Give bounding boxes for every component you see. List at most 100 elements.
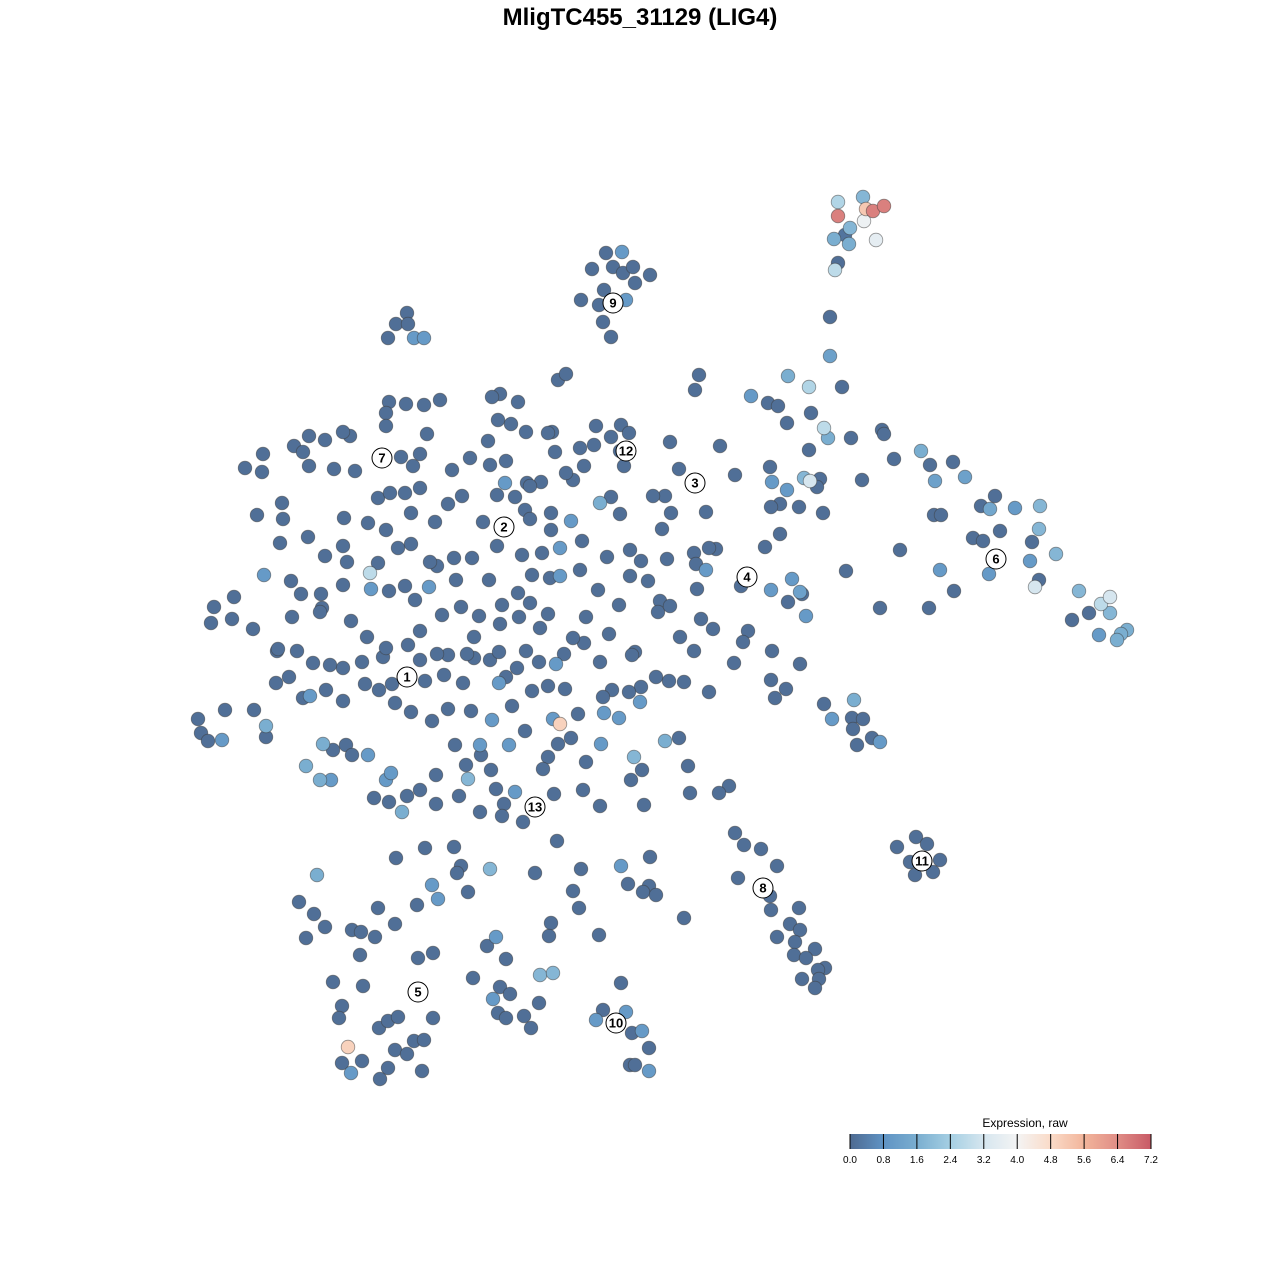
data-point bbox=[509, 660, 525, 676]
data-point bbox=[458, 757, 474, 773]
colorbar-tick-label: 3.2 bbox=[977, 1155, 991, 1166]
data-point bbox=[792, 656, 808, 672]
cluster-label-circle bbox=[407, 981, 429, 1003]
data-point bbox=[736, 837, 752, 853]
data-point bbox=[424, 713, 440, 729]
data-point bbox=[565, 883, 581, 899]
data-point bbox=[412, 446, 428, 462]
data-point bbox=[757, 539, 773, 555]
data-point bbox=[459, 646, 475, 662]
data-point bbox=[424, 877, 440, 893]
data-point bbox=[388, 850, 404, 866]
colorbar-gradient bbox=[850, 1134, 1151, 1149]
data-point bbox=[1048, 546, 1064, 562]
data-point bbox=[331, 1010, 347, 1026]
cluster-label: 9 bbox=[602, 292, 624, 314]
data-point bbox=[305, 655, 321, 671]
data-point bbox=[921, 600, 937, 616]
data-point bbox=[298, 930, 314, 946]
cluster-label-circle bbox=[736, 566, 758, 588]
data-point bbox=[380, 1060, 396, 1076]
data-point bbox=[633, 553, 649, 569]
data-point bbox=[522, 478, 538, 494]
data-point bbox=[876, 198, 892, 214]
cluster-label: 3 bbox=[684, 472, 706, 494]
data-point bbox=[448, 572, 464, 588]
data-point bbox=[334, 1055, 350, 1071]
data-point bbox=[393, 449, 409, 465]
data-point bbox=[1091, 627, 1107, 643]
data-point bbox=[541, 928, 557, 944]
data-point bbox=[552, 716, 568, 732]
data-point bbox=[381, 583, 397, 599]
data-point bbox=[701, 540, 717, 556]
data-point bbox=[1064, 612, 1080, 628]
data-point bbox=[372, 1071, 388, 1087]
data-point bbox=[488, 781, 504, 797]
data-point bbox=[846, 692, 862, 708]
data-point bbox=[784, 571, 800, 587]
points-layer bbox=[190, 189, 1135, 1087]
data-point bbox=[680, 758, 696, 774]
data-point bbox=[682, 785, 698, 801]
data-point bbox=[440, 701, 456, 717]
cluster-label: 11 bbox=[911, 850, 933, 872]
data-point bbox=[300, 529, 316, 545]
data-point bbox=[945, 454, 961, 470]
data-point bbox=[507, 784, 523, 800]
data-point bbox=[987, 488, 1003, 504]
data-point bbox=[497, 475, 513, 491]
data-point bbox=[662, 434, 678, 450]
data-point bbox=[640, 573, 656, 589]
data-point bbox=[336, 510, 352, 526]
data-point bbox=[325, 974, 341, 990]
colorbar-tick-label: 2.4 bbox=[943, 1155, 957, 1166]
cluster-label-circle bbox=[524, 796, 546, 818]
data-point bbox=[794, 971, 810, 987]
data-point bbox=[298, 758, 314, 774]
data-point bbox=[464, 550, 480, 566]
data-point bbox=[301, 428, 317, 444]
data-point bbox=[489, 487, 505, 503]
data-point bbox=[317, 432, 333, 448]
data-point bbox=[622, 542, 638, 558]
data-point bbox=[548, 656, 564, 672]
data-point bbox=[946, 583, 962, 599]
data-point bbox=[494, 597, 510, 613]
data-point bbox=[446, 839, 462, 855]
data-point bbox=[466, 629, 482, 645]
data-point bbox=[770, 398, 786, 414]
data-point bbox=[584, 261, 600, 277]
data-point bbox=[842, 220, 858, 236]
data-point bbox=[843, 430, 859, 446]
data-point bbox=[203, 615, 219, 631]
data-point bbox=[339, 554, 355, 570]
data-point bbox=[388, 316, 404, 332]
data-point bbox=[830, 194, 846, 210]
data-point bbox=[701, 684, 717, 700]
colorbar-tick-label: 4.0 bbox=[1010, 1155, 1024, 1166]
data-point bbox=[654, 521, 670, 537]
data-point bbox=[371, 682, 387, 698]
data-point bbox=[491, 675, 507, 691]
data-point bbox=[827, 262, 843, 278]
data-point bbox=[687, 382, 703, 398]
data-point bbox=[721, 778, 737, 794]
data-point bbox=[676, 674, 692, 690]
data-point bbox=[531, 995, 547, 1011]
data-point bbox=[249, 507, 265, 523]
data-point bbox=[507, 489, 523, 505]
data-point bbox=[932, 852, 948, 868]
data-point bbox=[387, 1042, 403, 1058]
data-point bbox=[380, 330, 396, 346]
data-point bbox=[430, 891, 446, 907]
data-point bbox=[558, 366, 574, 382]
data-point bbox=[592, 495, 608, 511]
cluster-label-circle bbox=[602, 292, 624, 314]
cluster-label-text: 12 bbox=[619, 444, 633, 459]
data-point bbox=[671, 461, 687, 477]
data-point bbox=[421, 579, 437, 595]
data-point bbox=[417, 673, 433, 689]
data-point bbox=[838, 563, 854, 579]
